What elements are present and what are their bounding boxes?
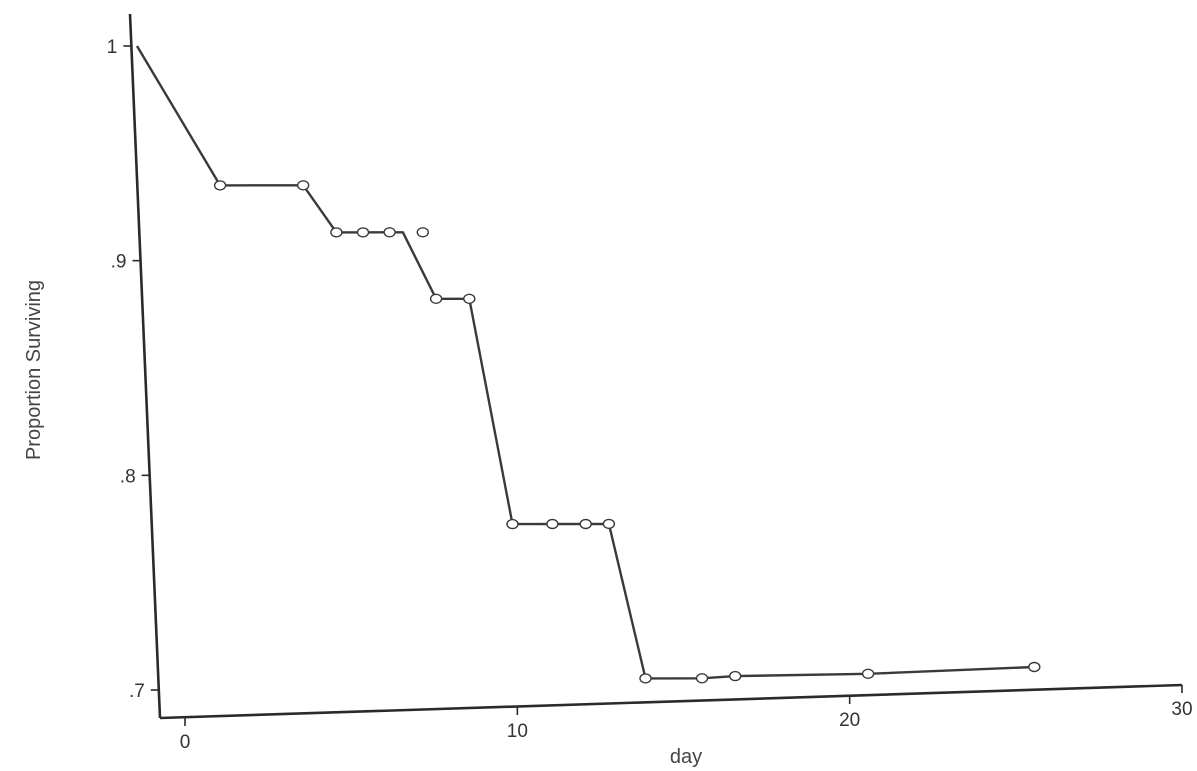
data-point-marker [383, 227, 396, 238]
data-point-marker [416, 227, 429, 238]
x-tick-label: 30 [1171, 699, 1192, 720]
y-axis-label: Proportion Surviving [23, 280, 45, 460]
data-point-marker [602, 518, 616, 530]
survival-line [135, 45, 1035, 680]
y-tick-label: 1 [107, 37, 118, 58]
data-point-marker [213, 180, 227, 191]
x-axis-line [159, 683, 1183, 720]
data-point-marker [330, 227, 343, 238]
data-point-marker [579, 518, 592, 530]
data-point-marker [861, 668, 875, 679]
x-tick-label: 0 [180, 732, 191, 753]
data-point-marker [1028, 661, 1041, 673]
y-tick-label: .8 [120, 466, 136, 487]
y-axis-line [128, 13, 162, 719]
axis-ticks: 0 10 20 30 .7 .8 .9 1 [107, 37, 1193, 753]
data-point-marker [429, 293, 443, 304]
data-point-marker [695, 673, 709, 684]
y-tick-label: .9 [111, 252, 127, 273]
data-point-marker [297, 180, 310, 191]
data-point-marker [356, 227, 370, 238]
data-point-marker [546, 518, 559, 530]
data-point-marker [639, 673, 652, 684]
axes [128, 13, 1183, 720]
data-point-marker [729, 670, 742, 682]
series [135, 45, 1041, 684]
y-tick-label: .7 [129, 681, 145, 702]
data-point-marker [463, 293, 476, 304]
x-tick-label: 20 [839, 710, 860, 731]
x-tick-label: 10 [507, 721, 528, 742]
data-point-marker [506, 518, 519, 530]
x-axis-label: day [670, 746, 702, 768]
